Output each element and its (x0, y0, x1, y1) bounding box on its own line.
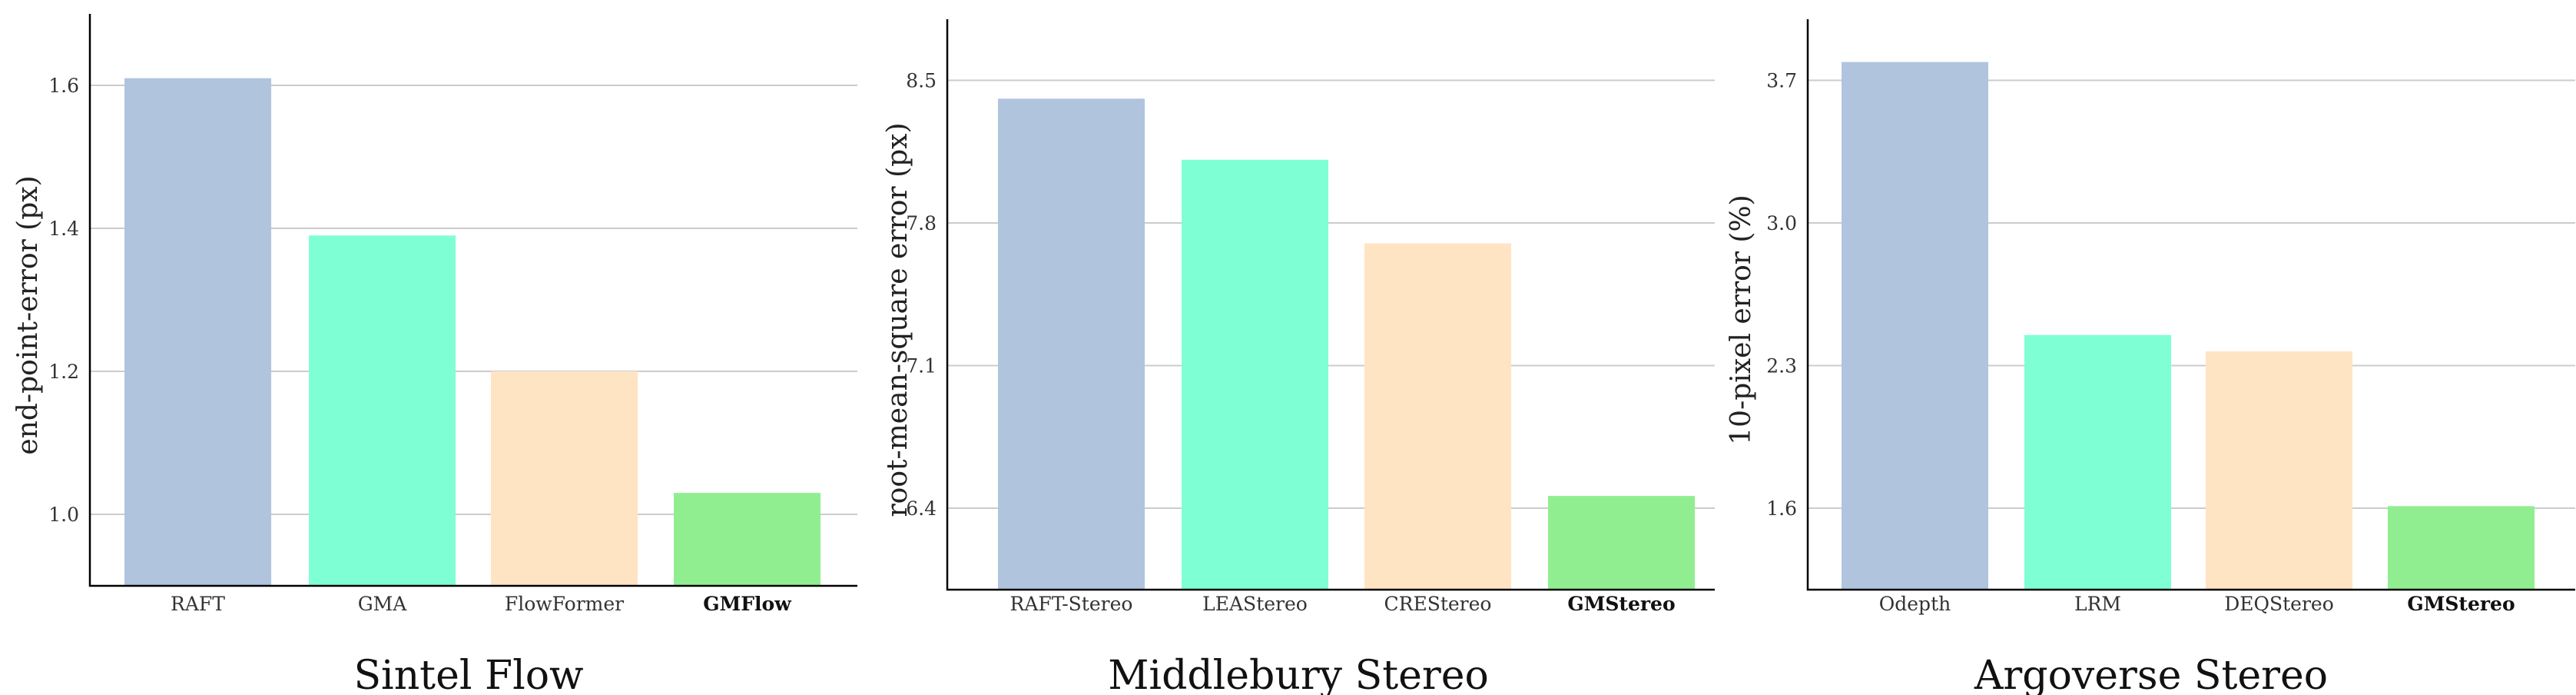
bar-odepth (1842, 62, 1988, 590)
x-tick-label: LRM (2074, 593, 2121, 615)
chart-title: Sintel Flow (353, 653, 583, 695)
bar-crestereo (1364, 243, 1511, 590)
x-tick-label: GMStereo (2407, 593, 2515, 615)
bar-lrm (2024, 334, 2171, 590)
y-tick-label: 7.8 (906, 212, 937, 234)
x-tick-label: GMStereo (1567, 593, 1675, 615)
bar-gmflow (674, 493, 821, 586)
y-tick-label: 8.5 (906, 70, 937, 92)
y-tick-label: 1.6 (48, 75, 79, 97)
bar-gmstereo (1548, 496, 1695, 590)
x-tick-label: RAFT-Stereo (1010, 593, 1133, 615)
x-tick-label: RAFT (171, 593, 225, 615)
y-axis-label: root-mean-square error (px) (882, 122, 913, 517)
x-tick-label: LEAStereo (1202, 593, 1308, 615)
chart-panel-2: 6.4 7.1 7.8 8.5 RAFT-Stereo LEAStereo CREStere… (882, 19, 1715, 695)
x-tick-label: Odepth (1879, 593, 1951, 615)
bar-gmstereo (2388, 506, 2535, 590)
y-tick-label: 2.3 (1766, 355, 1797, 377)
chart-title: Argoverse Stereo (1974, 653, 2328, 695)
chart-title: Middlebury Stereo (1108, 653, 1489, 695)
y-axis-label: end-point-error (px) (12, 175, 44, 454)
x-tick-label: GMA (358, 593, 408, 615)
chart-panel-3: 1.6 2.3 3.0 3.7 Odepth LRM DEQStereo GMStereo 10… (1726, 19, 2575, 695)
y-tick-label: 1.2 (48, 361, 79, 383)
axis-spines (946, 19, 1715, 591)
bar-leastereo (1182, 159, 1328, 590)
x-tick-label: GMFlow (703, 593, 792, 615)
axis-spines (88, 14, 857, 587)
bar-deqstereo (2206, 351, 2352, 590)
x-tick-label: DEQStereo (2224, 593, 2334, 615)
y-tick-label: 3.7 (1766, 70, 1797, 92)
y-tick-label: 1.6 (1766, 497, 1797, 520)
chart-panel-1: 1.0 1.2 1.4 1.6 RAFT GMA FlowFormer GMFlow end-p… (12, 14, 857, 695)
bar-flowformer (491, 371, 638, 586)
y-tick-label: 1.4 (48, 218, 79, 240)
x-tick-label: CREStereo (1384, 593, 1492, 615)
y-tick-label: 3.0 (1766, 212, 1797, 234)
bar-raft-stereo (998, 98, 1145, 590)
bar-raft (124, 78, 271, 586)
bar-gma (309, 235, 456, 586)
y-tick-label: 7.1 (906, 355, 937, 377)
y-tick-label: 6.4 (906, 497, 937, 520)
axis-spines (1806, 19, 2575, 591)
x-tick-label: FlowFormer (505, 593, 624, 615)
y-tick-label: 1.0 (48, 504, 79, 526)
y-axis-label: 10-pixel error (%) (1726, 195, 1757, 444)
